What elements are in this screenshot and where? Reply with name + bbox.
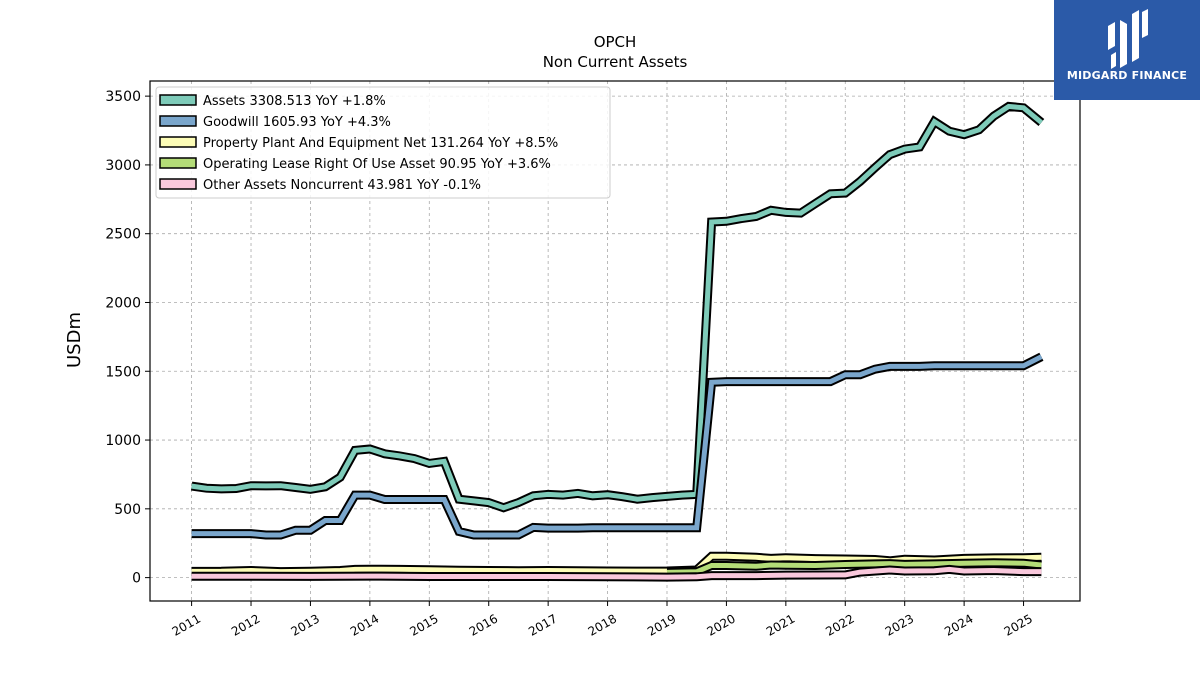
legend-swatch: [159, 157, 197, 169]
y-axis-label: USDm: [64, 312, 85, 368]
legend-entry: Operating Lease Right Of Use Asset 90.95…: [203, 157, 551, 172]
legend-box: [155, 86, 611, 199]
legend: Assets 3308.513 YoY +1.8% Goodwill 1605.9…: [155, 86, 611, 199]
brand-name: MIDGARD FINANCE: [1066, 69, 1188, 82]
chart-subtitle: Non Current Assets: [543, 53, 688, 71]
legend-swatch: [159, 136, 197, 148]
legend-entry: Goodwill 1605.93 YoY +4.3%: [203, 115, 391, 130]
y-tick-label: 1500: [105, 364, 141, 380]
y-tick-label: 1000: [105, 433, 141, 449]
chart-title: OPCH: [594, 33, 637, 51]
y-tick-label: 2500: [105, 227, 141, 243]
brand-logo: MIDGARD FINANCE: [1054, 0, 1200, 100]
legend-entry: Other Assets Noncurrent 43.981 YoY -0.1%: [203, 178, 481, 193]
series-line: [191, 103, 1043, 511]
brand-logo-icon: [1108, 9, 1148, 69]
series-line: [191, 354, 1043, 538]
series-line: [666, 560, 1042, 575]
series-assets: [190, 101, 1045, 513]
series-other-assets-noncurrent: [191, 564, 1042, 582]
y-tick-label: 0: [132, 571, 141, 587]
legend-swatch: [159, 94, 197, 106]
legend-swatch: [159, 178, 197, 190]
legend-entry: Assets 3308.513 YoY +1.8%: [203, 94, 386, 109]
plot-frame: [149, 80, 1081, 602]
series-goodwill: [191, 352, 1044, 540]
legend-swatch: [159, 115, 197, 127]
series-operating-lease-right-of-use-asset: [666, 558, 1042, 577]
y-tick-label: 3500: [105, 89, 141, 105]
series-lines: [190, 101, 1045, 582]
legend-entry: Property Plant And Equipment Net 131.264…: [203, 136, 558, 151]
y-tick-label: 2000: [105, 295, 141, 311]
series-line: [191, 566, 1042, 580]
y-tick-label: 500: [114, 502, 141, 518]
y-tick-label: 3000: [105, 158, 141, 174]
